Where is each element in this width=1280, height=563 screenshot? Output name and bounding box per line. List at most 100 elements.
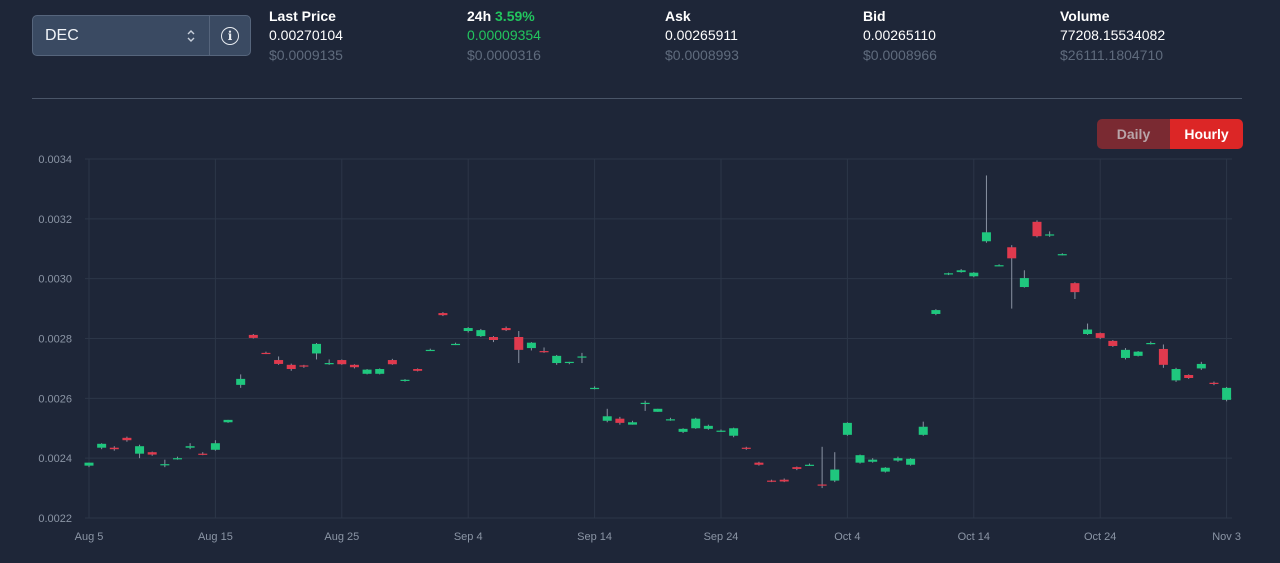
candle bbox=[160, 459, 170, 468]
x-tick-label: Sep 14 bbox=[577, 531, 612, 543]
candle-body bbox=[1108, 340, 1118, 346]
candle bbox=[147, 451, 157, 456]
candle-body bbox=[1083, 329, 1093, 335]
candle bbox=[1184, 374, 1194, 379]
candle-body bbox=[792, 467, 802, 469]
x-tick-label: Sep 24 bbox=[704, 531, 739, 543]
stat-last-price: Last Price 0.00270104 $0.0009135 bbox=[269, 7, 459, 65]
candle-body bbox=[893, 458, 903, 461]
x-tick-label: Aug 15 bbox=[198, 531, 233, 543]
candle-body bbox=[842, 422, 852, 435]
candle bbox=[299, 364, 309, 368]
candle-body bbox=[400, 379, 410, 381]
candle-body bbox=[1158, 348, 1168, 365]
candle bbox=[590, 386, 600, 390]
candle bbox=[855, 454, 865, 464]
candle-body bbox=[564, 361, 574, 364]
stat-label: 24h bbox=[467, 8, 492, 24]
info-icon: i bbox=[221, 26, 239, 45]
candle bbox=[286, 363, 296, 371]
candle bbox=[514, 331, 524, 364]
token-selector-value[interactable]: DEC bbox=[45, 26, 79, 44]
candle bbox=[1222, 386, 1232, 402]
candle bbox=[476, 328, 486, 338]
header-divider bbox=[32, 98, 1242, 99]
candle bbox=[981, 175, 991, 243]
candle bbox=[602, 408, 612, 423]
candle bbox=[387, 358, 397, 365]
candle bbox=[944, 272, 954, 276]
candle-body bbox=[438, 313, 448, 316]
candle-body bbox=[337, 360, 347, 365]
candle bbox=[956, 269, 966, 273]
candle-body bbox=[855, 455, 865, 463]
daily-button[interactable]: Daily bbox=[1097, 119, 1170, 149]
stat-ask: Ask 0.00265911 $0.0008993 bbox=[665, 7, 855, 65]
candle-body bbox=[451, 343, 461, 346]
candle bbox=[628, 420, 638, 425]
x-tick-label: Oct 24 bbox=[1084, 531, 1116, 543]
candle bbox=[1120, 348, 1130, 360]
stat-usd-value: $0.0008966 bbox=[863, 47, 937, 63]
candle bbox=[1196, 361, 1206, 370]
hourly-button[interactable]: Hourly bbox=[1170, 119, 1243, 149]
candle-body bbox=[1095, 333, 1105, 338]
candle bbox=[830, 452, 840, 483]
candle-body bbox=[956, 270, 966, 273]
y-tick-label: 0.0022 bbox=[38, 513, 72, 525]
candle bbox=[198, 452, 208, 456]
candle-body bbox=[172, 458, 182, 460]
y-tick-label: 0.0032 bbox=[38, 214, 72, 226]
info-button[interactable]: i bbox=[209, 16, 250, 55]
candle bbox=[552, 354, 562, 365]
candle bbox=[1095, 332, 1105, 340]
x-tick-label: Nov 3 bbox=[1212, 531, 1241, 543]
candle-body bbox=[944, 273, 954, 275]
candle-body bbox=[160, 464, 170, 466]
candle-body bbox=[210, 443, 220, 450]
x-axis: Aug 5 Aug 15 Aug 25 Sep 4 Sep 14 Sep 24 Oct 4 O… bbox=[75, 531, 1241, 543]
x-tick-label: Aug 5 bbox=[75, 531, 104, 543]
candle bbox=[1158, 344, 1168, 368]
candle bbox=[185, 443, 195, 450]
candle bbox=[842, 422, 852, 436]
token-selector[interactable]: DEC i bbox=[32, 15, 251, 56]
candle-body bbox=[804, 464, 814, 466]
candle-body bbox=[375, 369, 385, 374]
candle-body bbox=[488, 337, 498, 340]
candle bbox=[893, 456, 903, 462]
candle-body bbox=[1120, 349, 1130, 358]
candle-body bbox=[590, 387, 600, 390]
x-tick-label: Sep 4 bbox=[454, 531, 483, 543]
candle bbox=[488, 336, 498, 343]
y-tick-label: 0.0034 bbox=[38, 154, 72, 166]
stat-value: 0.00265110 bbox=[863, 27, 936, 43]
x-tick-label: Oct 14 bbox=[958, 531, 990, 543]
candle-body bbox=[1057, 254, 1067, 256]
candle-body bbox=[918, 426, 928, 435]
stat-value: 77208.15534082 bbox=[1060, 27, 1166, 43]
candle-body bbox=[539, 351, 549, 353]
price-chart[interactable]: 0.0022 0.0024 0.0026 0.0028 0.0030 0.0032 0.00… bbox=[0, 150, 1280, 563]
chevron-up-down-icon[interactable] bbox=[173, 29, 209, 43]
interval-toggle: Daily Hourly bbox=[1097, 119, 1243, 149]
candle-body bbox=[628, 422, 638, 425]
candle-body bbox=[1171, 369, 1181, 381]
candle-body bbox=[665, 419, 675, 421]
candle bbox=[362, 369, 372, 375]
candle bbox=[1171, 367, 1181, 382]
candle bbox=[1209, 381, 1219, 386]
candle bbox=[248, 334, 258, 339]
candle bbox=[97, 443, 107, 450]
candle-body bbox=[880, 467, 890, 472]
candle bbox=[451, 342, 461, 346]
candle bbox=[653, 408, 663, 412]
candle bbox=[324, 359, 334, 365]
stat-usd-value: $0.0000316 bbox=[467, 47, 541, 63]
candle-body bbox=[286, 364, 296, 370]
candle bbox=[337, 359, 347, 365]
candle bbox=[109, 446, 119, 451]
candle-body bbox=[1184, 374, 1194, 378]
candles bbox=[84, 175, 1232, 489]
candle bbox=[172, 456, 182, 460]
